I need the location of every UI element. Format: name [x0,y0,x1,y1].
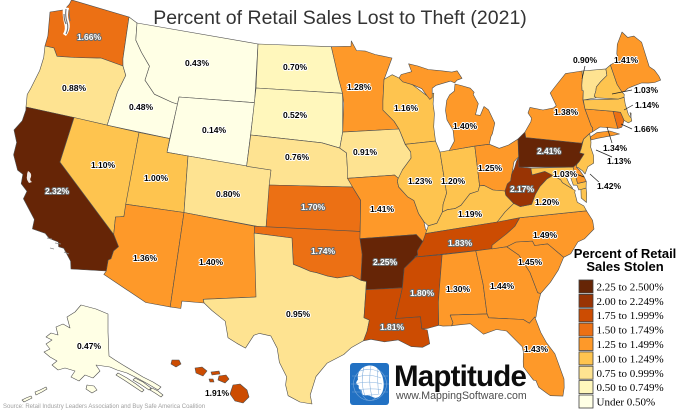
svg-text:0.75 to 0.999%: 0.75 to 0.999% [597,368,664,380]
svg-text:0.47%: 0.47% [77,341,102,351]
svg-text:2.32%: 2.32% [45,186,70,196]
svg-text:2.25%: 2.25% [373,257,398,267]
svg-text:0.14%: 0.14% [202,125,227,135]
svg-text:1.19%: 1.19% [458,209,483,219]
svg-text:1.23%: 1.23% [408,176,433,186]
svg-text:0.52%: 0.52% [283,110,308,120]
svg-text:1.03%: 1.03% [553,169,578,179]
svg-text:1.00 to 1.249%: 1.00 to 1.249% [597,353,664,365]
svg-text:Source: Retail Industry Leader: Source: Retail Industry Leaders Associat… [3,404,205,410]
svg-text:1.50 to 1.749%: 1.50 to 1.749% [597,325,664,337]
svg-text:1.25%: 1.25% [478,163,503,173]
svg-text:0.43%: 0.43% [185,58,210,68]
svg-text:1.44%: 1.44% [490,281,515,291]
svg-text:Under 0.50%: Under 0.50% [597,397,656,409]
svg-text:1.14%: 1.14% [635,100,660,110]
svg-text:1.20%: 1.20% [535,197,560,207]
svg-text:1.75 to 1.999%: 1.75 to 1.999% [597,310,664,322]
svg-text:1.66%: 1.66% [634,124,659,134]
svg-text:1.41%: 1.41% [614,55,639,65]
svg-text:Percent of Retail: Percent of Retail [574,246,677,261]
svg-text:0.76%: 0.76% [285,152,310,162]
svg-text:Maptitude: Maptitude [394,360,526,393]
svg-text:Sales Stolen: Sales Stolen [586,259,663,274]
svg-text:0.50 to 0.749%: 0.50 to 0.749% [597,382,664,394]
svg-text:1.91%: 1.91% [205,388,230,398]
svg-text:1.49%: 1.49% [533,230,558,240]
svg-text:1.30%: 1.30% [446,284,471,294]
svg-text:1.28%: 1.28% [347,82,372,92]
svg-text:0.88%: 0.88% [62,83,87,93]
svg-text:1.80%: 1.80% [410,288,435,298]
svg-text:0.90%: 0.90% [573,55,598,65]
svg-text:0.48%: 0.48% [129,102,154,112]
svg-text:1.41%: 1.41% [370,204,395,214]
svg-text:1.38%: 1.38% [554,107,579,117]
svg-text:2.17%: 2.17% [510,184,535,194]
svg-text:1.10%: 1.10% [91,160,116,170]
svg-text:Percent of Retail Sales Lost t: Percent of Retail Sales Lost to Theft (2… [153,7,527,29]
svg-text:1.43%: 1.43% [524,344,549,354]
svg-text:1.00%: 1.00% [144,173,169,183]
svg-text:1.45%: 1.45% [518,257,543,267]
svg-text:0.91%: 0.91% [353,147,378,157]
svg-text:1.25 to 1.499%: 1.25 to 1.499% [597,339,664,351]
svg-text:1.16%: 1.16% [394,103,419,113]
svg-text:1.83%: 1.83% [448,238,473,248]
svg-text:2.25 to 2.500%: 2.25 to 2.500% [597,282,664,294]
svg-text:2.41%: 2.41% [537,146,562,156]
svg-text:1.20%: 1.20% [441,176,466,186]
svg-text:1.40%: 1.40% [453,121,478,131]
svg-text:0.80%: 0.80% [216,189,241,199]
svg-text:www.MappingSoftware.com: www.MappingSoftware.com [395,390,527,402]
svg-text:1.81%: 1.81% [380,322,405,332]
svg-text:1.66%: 1.66% [77,32,102,42]
svg-text:2.00 to 2.249%: 2.00 to 2.249% [597,296,664,308]
svg-text:1.34%: 1.34% [603,143,628,153]
svg-text:1.40%: 1.40% [199,257,224,267]
svg-text:1.42%: 1.42% [597,181,622,191]
svg-text:0.70%: 0.70% [283,62,308,72]
svg-text:1.70%: 1.70% [301,202,326,212]
svg-text:1.03%: 1.03% [634,85,659,95]
svg-text:0.95%: 0.95% [286,309,311,319]
svg-text:1.36%: 1.36% [133,253,158,263]
svg-text:1.74%: 1.74% [311,246,336,256]
svg-text:1.13%: 1.13% [607,156,632,166]
